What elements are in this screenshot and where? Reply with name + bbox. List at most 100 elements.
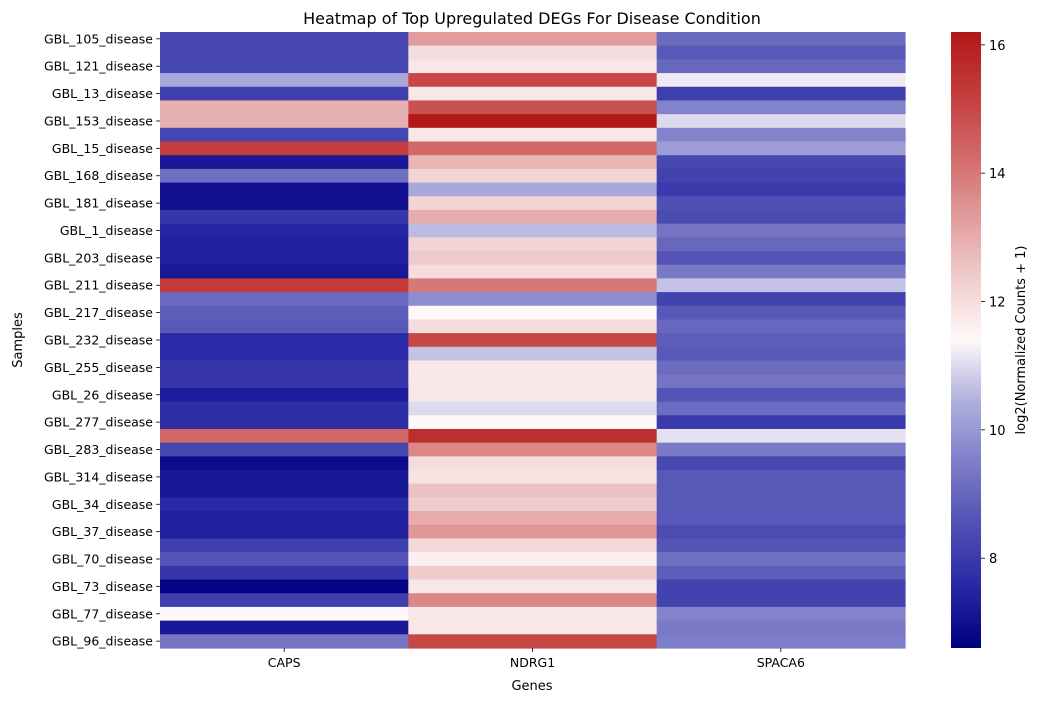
heatmap-cell	[408, 223, 658, 238]
colorbar-label: log2(Normalized Counts + 1)	[1014, 246, 1029, 435]
heatmap-cell	[160, 305, 409, 321]
heatmap-cell	[408, 415, 658, 430]
heatmap-cell	[160, 497, 409, 512]
heatmap-cell	[160, 634, 409, 649]
heatmap-cell	[408, 497, 658, 512]
row-tick-label: GBL_153_disease	[44, 113, 153, 128]
heatmap-cell	[656, 305, 906, 321]
row-tick-label: GBL_211_disease	[44, 278, 153, 293]
heatmap-cell	[656, 511, 906, 526]
heatmap-cell	[656, 100, 906, 115]
heatmap-cell	[656, 292, 906, 307]
heatmap-cell	[160, 278, 409, 293]
heatmap-cell	[408, 387, 658, 403]
heatmap-cell	[656, 456, 906, 471]
heatmap-cell	[160, 45, 409, 60]
heatmap-cell	[656, 168, 906, 184]
heatmap-cell	[160, 483, 409, 499]
heatmap-cell	[408, 456, 658, 471]
heatmap-cell	[656, 114, 906, 129]
heatmap-cell	[656, 620, 906, 635]
heatmap-cell	[160, 470, 409, 485]
heatmap-cell	[656, 182, 906, 197]
heatmap-cell	[656, 333, 906, 348]
chart-title: Heatmap of Top Upregulated DEGs For Dise…	[303, 9, 761, 28]
row-tick-label: GBL_168_disease	[44, 168, 153, 183]
column-tick-label: CAPS	[268, 655, 301, 670]
heatmap-cell	[160, 127, 409, 143]
heatmap-cell	[408, 155, 658, 170]
heatmap-cell	[656, 634, 906, 649]
heatmap-cell	[160, 428, 409, 444]
colorbar-tick-label: 14	[989, 167, 1006, 182]
heatmap-cell	[408, 196, 658, 211]
heatmap-cell	[408, 593, 658, 608]
heatmap-cell	[408, 86, 658, 102]
heatmap-cell	[408, 45, 658, 60]
heatmap-cell	[408, 634, 658, 649]
heatmap-cell	[160, 620, 409, 635]
row-tick-label: GBL_37_disease	[52, 524, 153, 539]
heatmap-cell	[160, 155, 409, 170]
heatmap-cell	[408, 620, 658, 635]
heatmap-cell	[656, 264, 906, 279]
heatmap-cell	[656, 524, 906, 540]
heatmap-cell	[656, 593, 906, 608]
row-tick-labels: GBL_105_disease GBL_121_disease GBL_13_dis…	[44, 31, 160, 649]
heatmap-cell	[160, 511, 409, 526]
heatmap-cell	[408, 360, 658, 375]
heatmap-cell	[160, 552, 409, 567]
heatmap-cell	[656, 209, 906, 225]
heatmap-cell	[160, 374, 409, 389]
heatmap-cell	[656, 155, 906, 170]
heatmap-cell	[408, 319, 658, 334]
row-tick-label: GBL_34_disease	[52, 497, 153, 512]
heatmap-cell	[160, 223, 409, 238]
heatmap-cell	[408, 538, 658, 553]
heatmap-cell	[656, 579, 906, 594]
heatmap-cell	[656, 552, 906, 567]
heatmap-cell	[160, 209, 409, 225]
row-tick-label: GBL_255_disease	[44, 360, 153, 375]
heatmap-cell	[656, 497, 906, 512]
heatmap-cell	[408, 209, 658, 225]
heatmap-cell	[408, 606, 658, 622]
heatmap-cell	[160, 579, 409, 594]
heatmap-cell	[408, 168, 658, 184]
row-tick-label: GBL_96_disease	[52, 634, 153, 649]
heatmap-cell	[160, 606, 409, 622]
heatmap-cell	[408, 73, 658, 88]
heatmap-cell	[160, 319, 409, 334]
heatmap-cell	[408, 579, 658, 594]
heatmap-cell	[408, 428, 658, 444]
heatmap-cell	[656, 470, 906, 485]
heatmap-cell	[656, 442, 906, 457]
heatmap-cell	[656, 319, 906, 334]
heatmap-cell	[160, 387, 409, 403]
row-tick-label: GBL_314_disease	[44, 469, 153, 484]
heatmap-cell	[656, 73, 906, 88]
colorbar-tick-label: 16	[989, 39, 1006, 54]
heatmap-cell	[408, 182, 658, 197]
heatmap-cell	[160, 524, 409, 540]
heatmap-cell	[408, 114, 658, 129]
colorbar-tick-label: 12	[989, 296, 1006, 311]
heatmap-cell	[656, 606, 906, 622]
heatmap-cell	[160, 593, 409, 608]
heatmap-cell	[656, 223, 906, 238]
heatmap-cell	[656, 141, 906, 156]
heatmap-cell	[408, 305, 658, 321]
heatmap-cell	[160, 100, 409, 115]
heatmap-cell	[408, 374, 658, 389]
row-tick-label: GBL_277_disease	[44, 415, 153, 430]
heatmap-cell	[656, 538, 906, 553]
heatmap-cell	[160, 196, 409, 211]
colorbar-tick-label: 10	[989, 424, 1006, 439]
heatmap-cell	[656, 278, 906, 293]
heatmap-cell	[408, 127, 658, 143]
heatmap-cell	[408, 141, 658, 156]
heatmap-cell	[160, 32, 409, 47]
row-tick-label: GBL_203_disease	[44, 250, 153, 265]
colorbar-tick-label: 8	[989, 552, 997, 567]
